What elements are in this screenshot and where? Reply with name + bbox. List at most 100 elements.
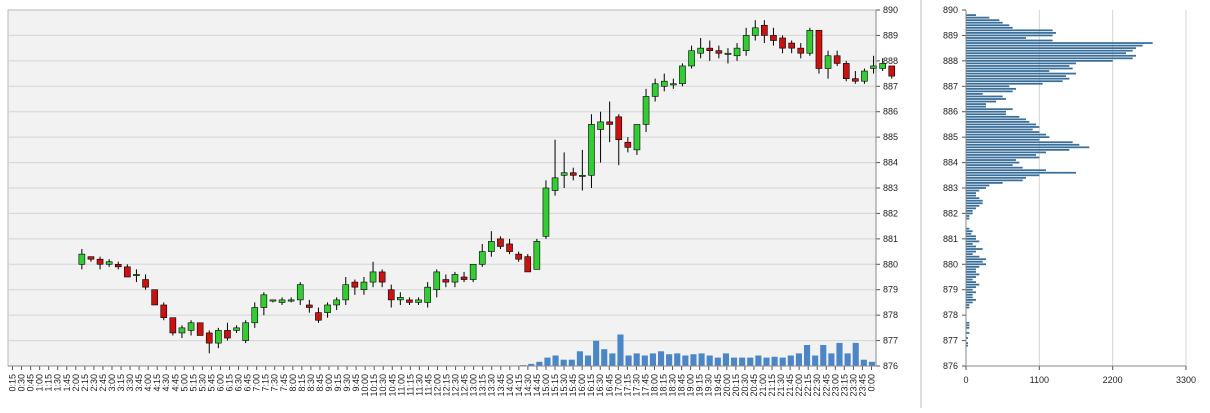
profile-bar bbox=[966, 212, 973, 215]
candle-body bbox=[114, 263, 122, 268]
x-tick-label: 0:30 bbox=[17, 374, 27, 392]
x-tick-label: 18:30 bbox=[668, 374, 678, 397]
profile-bar bbox=[966, 286, 976, 289]
profile-bar bbox=[966, 118, 1026, 121]
x-tick-label: 9:30 bbox=[342, 374, 352, 392]
profile-y-tick-label: 878 bbox=[943, 310, 958, 320]
volume-bar bbox=[609, 353, 616, 366]
x-tick-label: 9:45 bbox=[351, 374, 361, 392]
profile-bar bbox=[966, 271, 976, 273]
x-tick-label: 7:00 bbox=[252, 374, 262, 392]
y-tick-label: 890 bbox=[883, 5, 898, 15]
profile-bar bbox=[966, 57, 1133, 60]
profile-bar bbox=[966, 108, 1013, 111]
x-tick-label: 17:00 bbox=[613, 374, 623, 397]
profile-bar bbox=[966, 276, 976, 278]
volume-bar bbox=[868, 361, 875, 366]
candle-body bbox=[169, 317, 177, 334]
profile-bar bbox=[966, 202, 983, 205]
profile-bar bbox=[966, 120, 1030, 123]
candle-body bbox=[424, 286, 431, 303]
profile-bar bbox=[966, 54, 1136, 57]
volume-bar bbox=[576, 351, 583, 366]
x-tick-label: 1:30 bbox=[53, 374, 63, 392]
volume-bar bbox=[836, 342, 843, 366]
candle-body bbox=[360, 281, 368, 291]
profile-bar bbox=[966, 72, 1076, 75]
x-tick-label: 17:15 bbox=[622, 374, 632, 397]
volume-bar bbox=[649, 353, 656, 366]
candle-body bbox=[251, 307, 259, 324]
profile-bar bbox=[966, 80, 1063, 83]
candle-body bbox=[542, 187, 550, 237]
candle-body bbox=[588, 124, 595, 176]
x-tick-label: 13:15 bbox=[478, 374, 488, 397]
profile-bar bbox=[966, 260, 983, 263]
x-tick-label: 9:00 bbox=[324, 374, 334, 392]
profile-bar bbox=[966, 291, 976, 294]
candle-body bbox=[824, 55, 832, 69]
profile-bar bbox=[966, 164, 1013, 167]
profile-y-tick-label: 884 bbox=[943, 158, 958, 168]
x-tick-label: 19:00 bbox=[686, 374, 696, 397]
x-tick-label: 8:30 bbox=[306, 374, 316, 392]
volume-bar bbox=[771, 356, 778, 366]
x-tick-label: 11:30 bbox=[414, 374, 424, 396]
profile-bar bbox=[966, 253, 973, 256]
profile-bar bbox=[966, 42, 1153, 44]
profile-bar bbox=[966, 154, 1036, 156]
x-tick-label: 13:45 bbox=[496, 374, 506, 397]
candle-body bbox=[861, 70, 868, 82]
profile-bar bbox=[966, 49, 1133, 52]
profile-y-axis: 890 889 888 887 886 885 884 883 882 881 880 879 878 8… bbox=[943, 5, 967, 371]
x-tick-label: 17:30 bbox=[631, 374, 641, 397]
main-x-axis: 0:15 0:30 0:45 1:00 1:15 1:30 1:45 2:00 2:15 2:30… bbox=[8, 365, 876, 397]
volume-bar bbox=[593, 340, 600, 366]
x-tick-label: 2:45 bbox=[98, 374, 108, 392]
profile-bar bbox=[966, 342, 968, 345]
y-tick-label: 884 bbox=[883, 158, 898, 168]
x-tick-label: 16:45 bbox=[604, 374, 614, 397]
x-tick-label: 6:00 bbox=[215, 374, 225, 392]
volume-bar bbox=[860, 359, 867, 366]
candle-body bbox=[706, 47, 714, 51]
profile-bar bbox=[966, 182, 1003, 184]
candle-body bbox=[142, 279, 149, 288]
volume-bar bbox=[812, 355, 819, 366]
profile-bar bbox=[966, 194, 976, 197]
x-tick-label: 22:30 bbox=[812, 374, 822, 397]
x-tick-label: 10:15 bbox=[369, 374, 379, 397]
x-tick-label: 11:45 bbox=[423, 374, 433, 396]
profile-bar bbox=[966, 278, 973, 281]
volume-bar bbox=[682, 355, 689, 366]
x-tick-label: 4:30 bbox=[161, 374, 171, 392]
x-tick-label: 16:15 bbox=[586, 374, 596, 397]
candle-body bbox=[296, 284, 304, 301]
profile-bar bbox=[966, 248, 983, 250]
x-tick-label: 1:00 bbox=[35, 374, 45, 392]
volume-bar bbox=[722, 353, 729, 366]
volume-bar bbox=[763, 357, 770, 366]
x-tick-label: 22:15 bbox=[803, 374, 813, 397]
profile-y-tick-label: 877 bbox=[943, 336, 958, 346]
x-tick-label: 3:30 bbox=[125, 374, 135, 392]
x-tick-label: 9:15 bbox=[333, 374, 343, 392]
volume-bar bbox=[633, 353, 640, 366]
profile-y-tick-label: 889 bbox=[943, 30, 958, 40]
volume-bar bbox=[601, 349, 608, 366]
y-tick-label: 881 bbox=[883, 234, 898, 244]
profile-bar bbox=[966, 14, 976, 16]
profile-bar bbox=[966, 87, 1016, 90]
volume-bar bbox=[536, 361, 543, 366]
x-tick-label: 16:30 bbox=[595, 374, 605, 397]
profile-bar bbox=[966, 146, 1090, 149]
profile-bar bbox=[966, 288, 973, 291]
x-tick-label: 18:15 bbox=[659, 374, 669, 397]
candle-body bbox=[751, 27, 759, 36]
x-tick-label: 11:00 bbox=[396, 374, 406, 396]
volume-bar bbox=[617, 334, 624, 366]
volume-bar bbox=[560, 359, 567, 366]
volume-bar bbox=[690, 354, 697, 366]
candle-body bbox=[278, 299, 286, 303]
profile-bar bbox=[966, 115, 1020, 118]
